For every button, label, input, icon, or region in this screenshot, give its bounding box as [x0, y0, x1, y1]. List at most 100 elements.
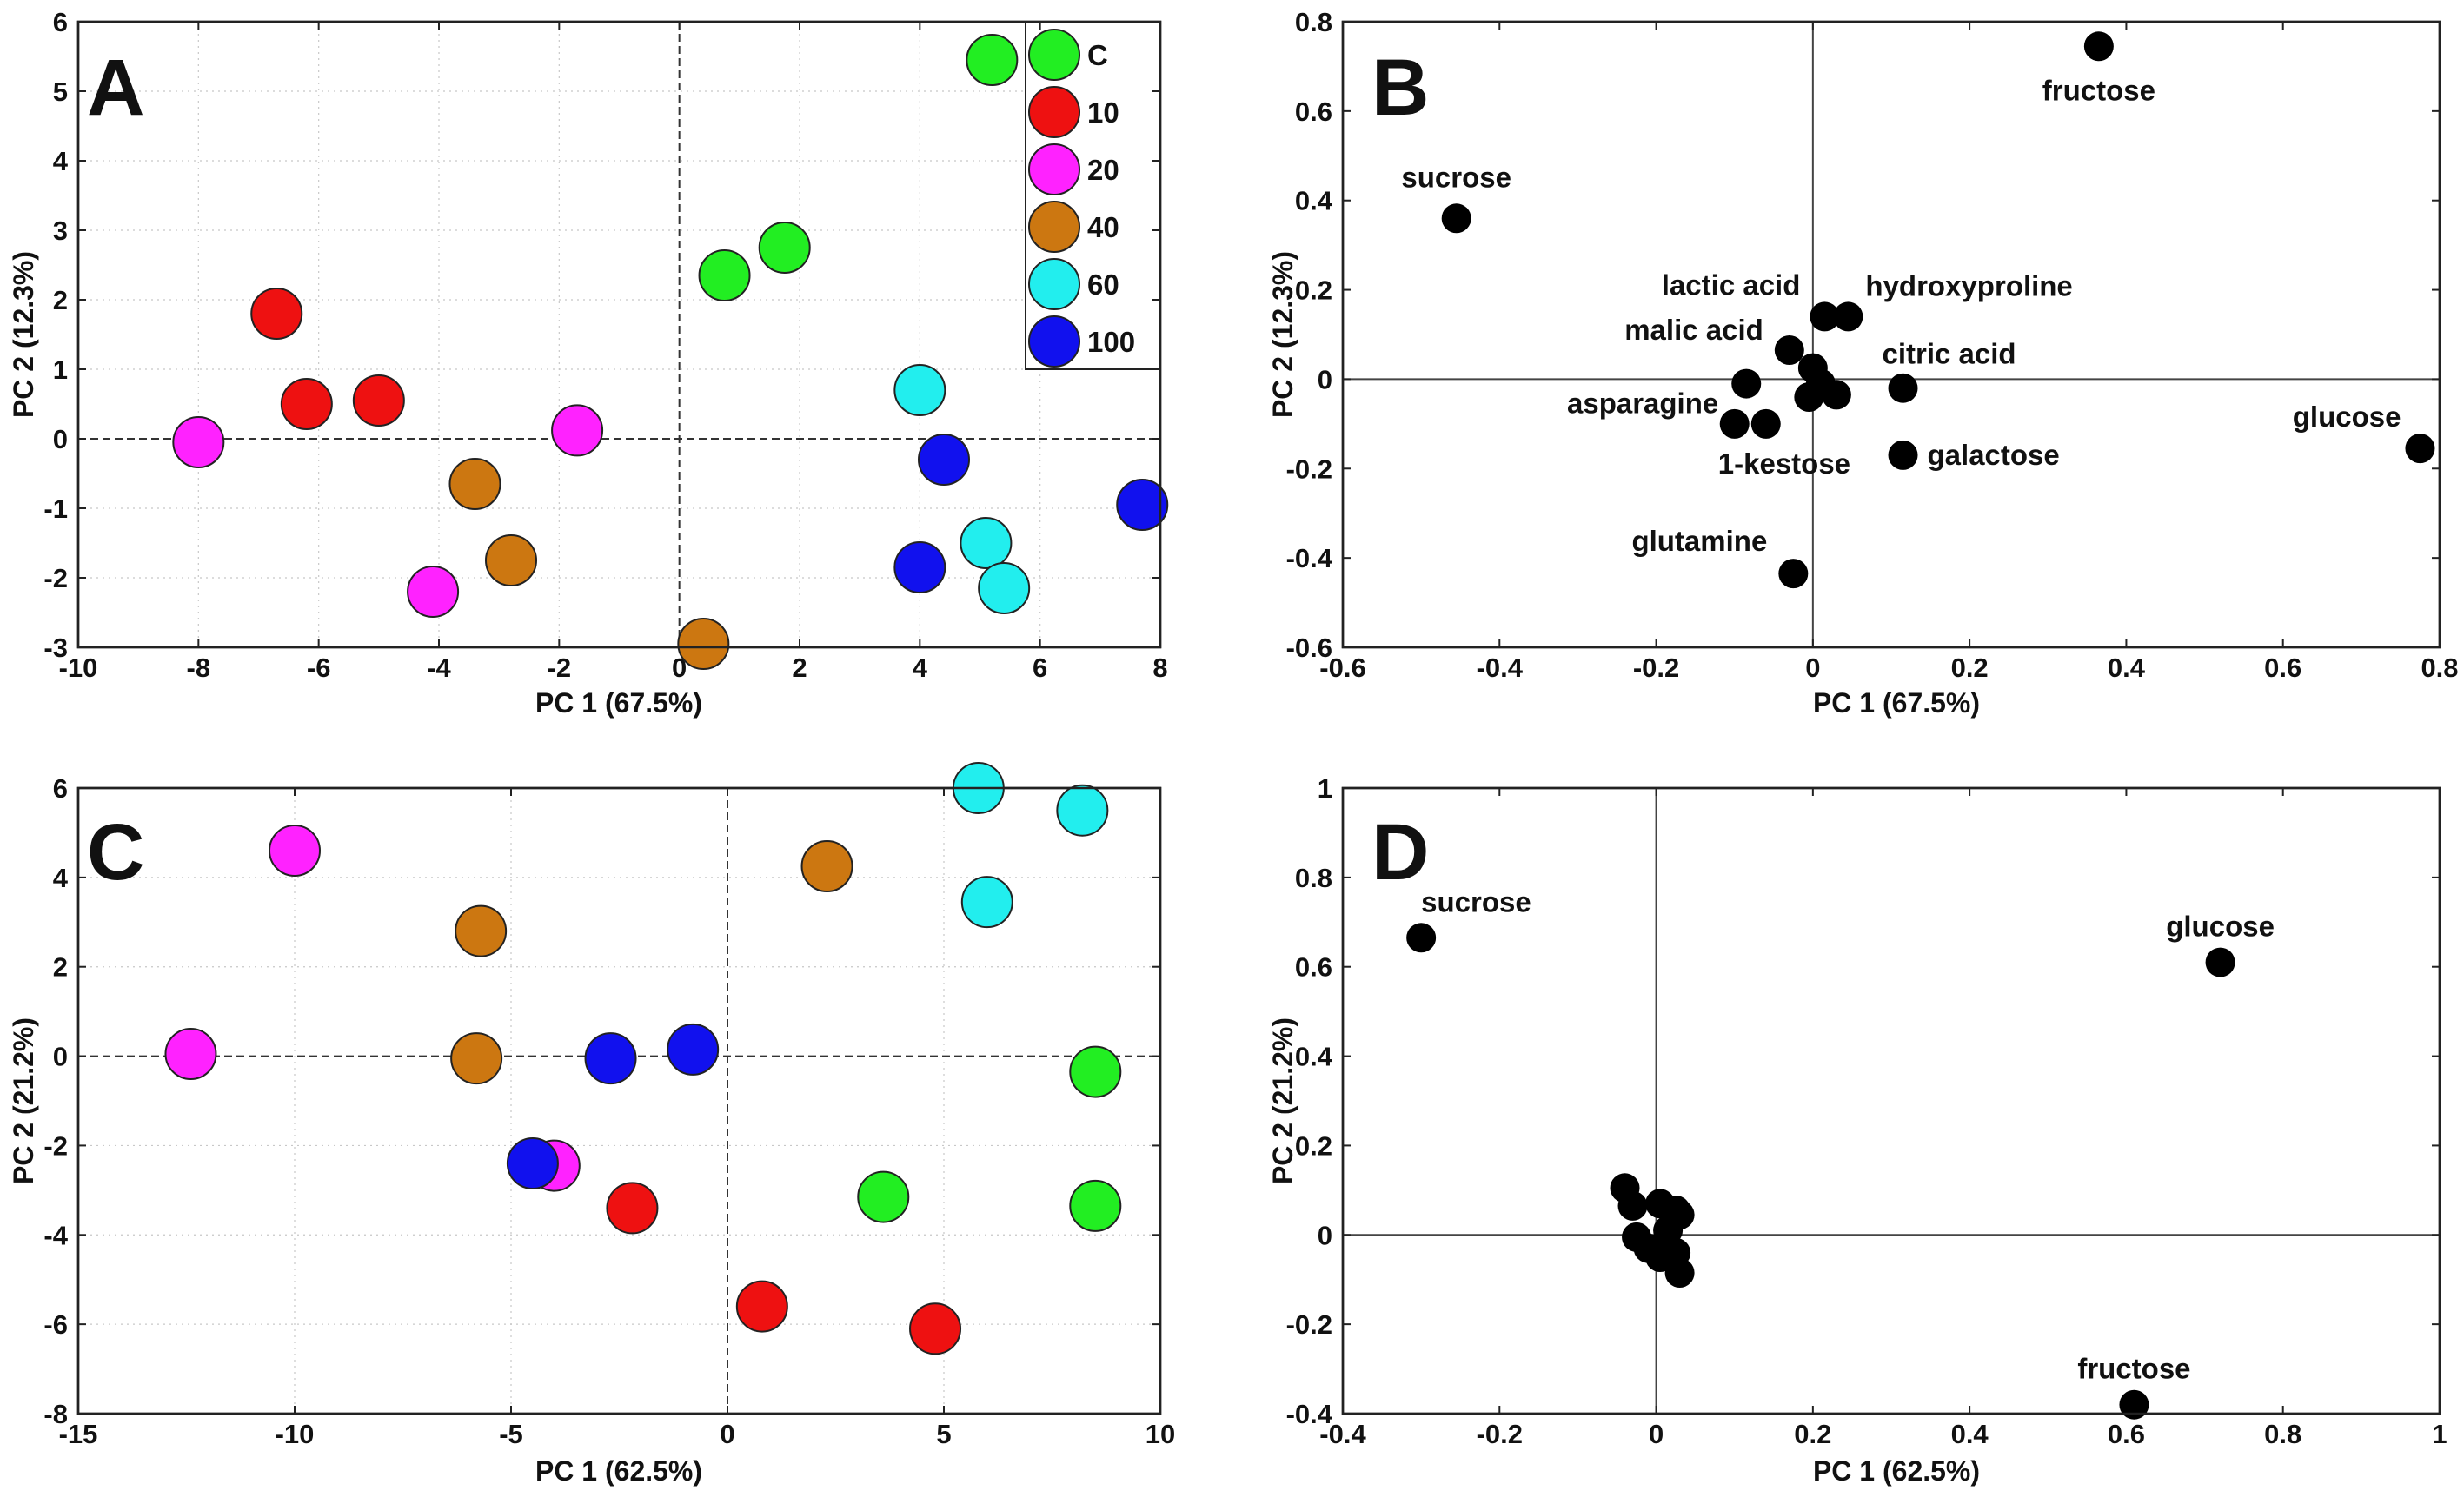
x-tick-label: 0.6 [2264, 653, 2301, 683]
y-tick-label: 5 [53, 76, 68, 107]
y-tick-label: 0 [1318, 1220, 1332, 1250]
data-point-group-60 [978, 562, 1031, 614]
x-tick-label: -0.4 [1477, 653, 1524, 683]
y-tick-label: 0.8 [1295, 863, 1332, 893]
panel-a-gridlines [78, 22, 1160, 647]
legend-marker [1028, 29, 1080, 81]
loading-point [1888, 440, 1918, 470]
loading-point [1653, 1216, 1684, 1246]
x-tick-label: -4 [427, 653, 451, 683]
loading-point [1750, 408, 1781, 439]
loading-point [1719, 408, 1750, 439]
panel-c-gridlines [78, 788, 1160, 1414]
x-tick-label: -10 [59, 653, 98, 683]
data-point-group-10 [606, 1182, 659, 1235]
y-tick-label: -3 [43, 633, 68, 663]
panel-d-loadings-plot: PC 1 (62.5%) PC 2 (21.2%) -0.4 -0.2 0 0.2 0.… [1267, 773, 2447, 1487]
x-tick-label: -8 [187, 653, 211, 683]
y-tick-label: 4 [53, 146, 69, 176]
x-tick-label: 1 [2432, 1419, 2447, 1449]
data-point-group-60 [1056, 784, 1109, 837]
y-tick-label: -0.4 [1286, 543, 1333, 573]
y-tick-label: 6 [53, 773, 68, 804]
y-tick-label: -4 [43, 1220, 68, 1250]
data-point-group-60 [960, 517, 1013, 569]
x-tick-label: -0.6 [1319, 653, 1365, 683]
data-point-group-40 [800, 840, 853, 892]
panel-d-y-axis-label: PC 2 (21.2%) [1267, 1017, 1298, 1184]
panel-c-ticks: -15 -10 -5 0 5 10 -8 -6 -4 -2 0 2 4 6 [43, 773, 1175, 1449]
point-label: glutamine [1631, 525, 1767, 557]
y-tick-label: -0.2 [1286, 454, 1332, 484]
panel-b-plot-frame [1341, 20, 2441, 649]
y-tick-label: 1 [53, 354, 68, 385]
data-point-group-60 [893, 364, 946, 416]
panel-b-letter: B [1371, 43, 1429, 132]
data-point-group-100 [1116, 479, 1169, 531]
y-tick-label: 0.4 [1295, 186, 1333, 216]
x-tick-label: 0 [1805, 653, 1820, 683]
y-tick-label: 0.6 [1295, 96, 1332, 127]
y-tick-label: 0.4 [1295, 1042, 1333, 1072]
loading-point [2119, 1389, 2149, 1420]
x-tick-label: 0.2 [1794, 1419, 1831, 1449]
point-label: 1-kestose [1718, 447, 1850, 480]
loading-point [2405, 434, 2435, 464]
point-label: fructose [2042, 74, 2155, 106]
y-tick-label: 0.8 [1295, 7, 1332, 37]
panel-b-y-axis-label: PC 2 (12.3%) [1267, 251, 1298, 418]
data-point-group-C [758, 222, 811, 274]
x-tick-label: 0.4 [1951, 1419, 1989, 1449]
data-point-group-20 [551, 404, 604, 457]
loading-point [1406, 923, 1437, 953]
point-label: galactose [1928, 439, 2060, 471]
x-tick-label: 0.8 [2421, 653, 2458, 683]
legend-marker [1028, 201, 1080, 253]
data-point-group-40 [677, 618, 730, 670]
data-point-group-C [698, 249, 751, 301]
data-point-group-60 [960, 876, 1013, 929]
loading-point [1774, 335, 1804, 365]
point-label: hydroxyproline [1865, 269, 2072, 301]
y-tick-label: 2 [53, 952, 68, 983]
loading-point [1810, 301, 1840, 332]
data-point-group-10 [735, 1280, 788, 1333]
panel-d-ticks: -0.4 -0.2 0 0.2 0.4 0.6 0.8 1 -0.4 -0.2 0 0.2 0.4 0.6… [1286, 773, 2447, 1449]
data-point-group-40 [448, 458, 501, 510]
data-point-group-40 [485, 534, 537, 586]
data-point-group-100 [893, 541, 946, 593]
panel-d-plot-frame [1341, 786, 2441, 1415]
loading-point [1888, 373, 1918, 403]
data-point-group-100 [584, 1032, 637, 1085]
panel-d-x-axis-label: PC 1 (62.5%) [1813, 1455, 1980, 1487]
y-tick-label: 2 [53, 285, 68, 315]
data-point-group-C [966, 34, 1019, 86]
data-point-group-10 [909, 1302, 962, 1355]
legend-marker [1028, 143, 1080, 195]
panel-c-points [164, 762, 1122, 1355]
data-point-group-20 [269, 825, 321, 877]
x-tick-label: 10 [1146, 1419, 1175, 1449]
data-point-group-40 [450, 1032, 503, 1085]
x-tick-label: -15 [59, 1419, 98, 1449]
loading-point [1833, 301, 1863, 332]
x-tick-label: 0 [720, 1419, 734, 1449]
data-point-group-100 [506, 1137, 559, 1189]
y-tick-label: -1 [43, 494, 68, 524]
point-label: sucrose [1421, 885, 1531, 918]
panel-d-gridlines [1343, 788, 2440, 1414]
panel-b-x-axis-label: PC 1 (67.5%) [1813, 687, 1980, 719]
x-tick-label: -0.4 [1319, 1419, 1366, 1449]
loading-point [1441, 203, 1471, 234]
point-label: sucrose [1401, 161, 1511, 193]
data-point-group-C [1069, 1045, 1122, 1098]
loading-point [1821, 380, 1851, 410]
panel-c-plot-frame [76, 786, 1162, 1415]
point-label: citric acid [1883, 338, 2016, 370]
y-tick-label: 1 [1318, 773, 1332, 804]
legend-marker [1028, 86, 1080, 138]
panel-b-loadings-plot: PC 1 (67.5%) PC 2 (12.3%) -0.6 -0.4 -0.2 0 0… [1267, 7, 2459, 719]
panel-c-y-axis-label: PC 2 (21.2%) [8, 1017, 39, 1184]
